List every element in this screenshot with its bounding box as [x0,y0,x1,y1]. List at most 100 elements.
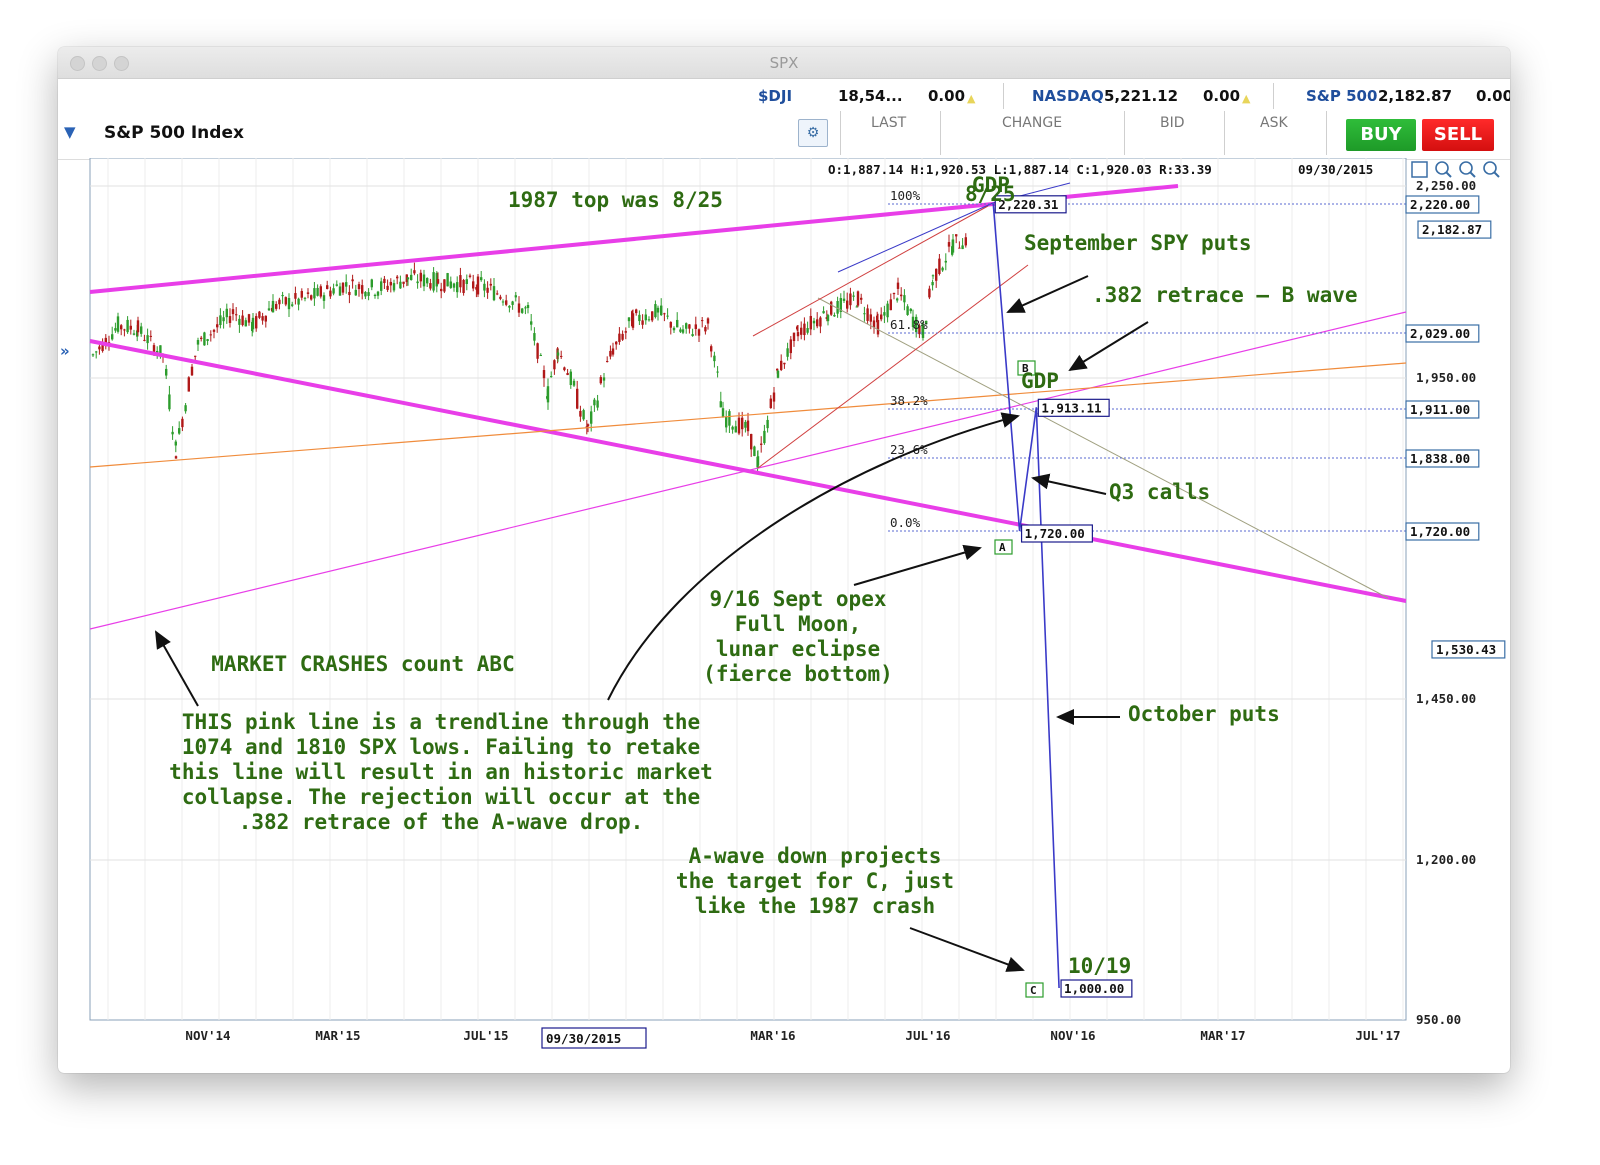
column-header-last: LAST [871,115,907,131]
price-marker-box [1405,324,1480,343]
ticker-symbol[interactable]: $DJI [758,87,793,105]
price-chart[interactable]: 100% 61.8% 38.2% 23.6% 0.0% 2,220.31 1,720.00… [58,158,1510,1073]
point-label: 1,000.00 [1064,981,1124,996]
zoom-in-icon[interactable] [1435,161,1452,178]
candle-body [235,314,238,316]
candle-body [196,340,200,345]
ticker-symbol[interactable]: S&P 500 [1306,87,1378,105]
candle-body [244,320,247,327]
candle-body [681,329,685,333]
expand-panel-icon[interactable]: » [60,342,70,360]
candle-body [200,337,203,339]
ticker-change: 0.00 [928,87,966,105]
candle-body [542,370,546,379]
fit-view-icon[interactable] [1411,161,1428,178]
candle-body [621,333,624,340]
candle-body [586,424,590,427]
candle-body [136,320,140,333]
candle-body [706,318,710,324]
candle-body [329,290,332,297]
candle-body [579,410,582,417]
candle-body [228,316,232,323]
zoom-reset-icon[interactable] [1483,161,1500,178]
annotation-opex: lunar eclipse [716,637,880,661]
candle-body [294,293,297,299]
fib-levels: 100% 61.8% 38.2% 23.6% 0.0% [888,188,1406,532]
candle-body [641,320,644,325]
candle-body [410,274,413,280]
column-divider [840,111,841,155]
candle-body [576,388,579,409]
wave-label: C [1030,984,1037,997]
orange-trendline [89,362,1407,468]
candle-body [783,362,786,365]
candle-body [316,287,319,296]
candle-body [780,360,783,371]
zoom-window-button[interactable] [114,56,129,71]
price-marker: 1,530.43 [1436,642,1496,657]
minimize-window-button[interactable] [92,56,107,71]
annotation-pink-line: collapse. The rejection will occur at th… [182,785,700,809]
column-divider [1326,111,1327,155]
candle-body [964,237,967,246]
candle-body [146,335,149,344]
candle-body [869,314,872,322]
candle-body [91,354,95,356]
candle-body [872,320,876,328]
x-tick-label: MAR'15 [315,1028,360,1043]
arrow-a-wave [909,927,1025,972]
candle-body [178,428,181,434]
readout-date: 09/30/2015 [1298,162,1373,177]
candle-body [931,281,934,286]
candle-body [744,421,747,428]
candle-body [931,275,935,277]
candle-body [947,242,951,247]
candle-body [380,281,383,291]
annotation-gdp-b: GDP [1021,369,1059,393]
price-marker: 1,720.00 [1410,524,1470,539]
candle-body [284,297,287,305]
candle-body [763,430,766,444]
ticker-symbol[interactable]: NASDAQ [1032,87,1104,105]
candle-body [508,305,511,308]
candle-body [796,332,800,337]
candle-body [596,400,599,408]
candle-body [287,297,291,310]
candle-body [876,315,879,323]
candle-body [101,341,104,352]
candle-body [842,298,846,301]
sell-button[interactable]: SELL [1422,119,1494,151]
ticker-last: 5,221.12 [1104,87,1179,105]
price-marker-box [1405,522,1480,541]
candle-body [944,260,947,263]
annotation-retrace: .382 retrace – B wave [1092,283,1358,307]
candle-body [856,291,860,306]
annotation-october-puts: October puts [1128,702,1280,726]
candle-body [338,286,342,296]
candle-body [918,325,921,335]
candle-body [422,274,426,287]
candle-body [472,281,475,289]
candle-body [345,282,348,287]
candle-body [876,320,880,335]
buy-button[interactable]: BUY [1346,119,1416,151]
annotation-pink-line: 1074 and 1810 SPX lows. Failing to retak… [182,735,700,759]
x-tick-label: NOV'14 [185,1028,230,1043]
candle-body [436,279,440,284]
candle-body [416,281,419,284]
zoom-out-icon[interactable] [1459,161,1476,178]
chart-settings-button[interactable]: ⚙ [798,119,828,147]
column-header-bid: BID [1160,115,1185,131]
candle-body [809,315,812,330]
point-label: 1,913.11 [1041,400,1101,415]
candle-body [222,317,225,322]
collapse-chevron-icon[interactable]: ▼ [64,123,76,141]
candle-body [855,306,858,308]
candle-body [149,335,152,337]
candle-body [892,292,896,295]
candle-body [582,410,585,420]
close-window-button[interactable] [70,56,85,71]
annotation-opex: (fierce bottom) [703,662,893,686]
point-label-box [994,195,1067,214]
candle-body [357,284,361,290]
